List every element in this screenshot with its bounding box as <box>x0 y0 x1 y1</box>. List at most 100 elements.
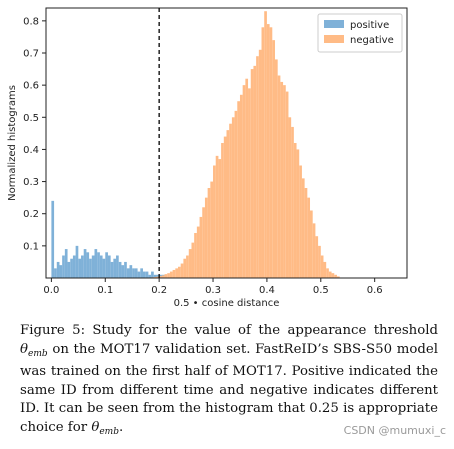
figure-caption: Figure 5: Study for the value of the app… <box>20 322 438 442</box>
negative-bin <box>186 255 189 278</box>
positive-bin <box>91 255 95 278</box>
negative-bin <box>229 123 232 279</box>
positive-bin <box>105 252 108 278</box>
positive-bin <box>137 271 141 278</box>
negative-bin <box>159 276 162 278</box>
positive-bin <box>94 249 98 278</box>
watermark: CSDN @mumuxi_c <box>343 424 446 437</box>
theta-letter-2: θ <box>91 419 100 435</box>
x-tick-label: 0.6 <box>367 285 383 296</box>
positive-bin <box>67 261 71 278</box>
negative-bin <box>164 274 168 278</box>
positive-bin <box>148 274 152 278</box>
positive-bin <box>132 268 135 278</box>
negative-bin <box>231 117 235 278</box>
positive-bin <box>97 252 100 278</box>
caption-text-2: on the MOT17 validation set. FastReID’s … <box>20 341 438 435</box>
negative-bin <box>328 271 332 278</box>
theta-subscript-2: emb <box>99 426 119 437</box>
positive-bin <box>116 255 119 278</box>
negative-bin <box>156 276 160 278</box>
y-tick-label: 0.6 <box>23 81 39 92</box>
x-tick-label: 0.2 <box>151 285 167 296</box>
negative-bin <box>261 27 265 278</box>
negative-bin <box>310 210 313 278</box>
negative-bin <box>196 226 200 278</box>
negative-bin <box>180 263 184 278</box>
legend-label-negative: negative <box>350 35 394 46</box>
caption-text-1: Figure 5: Study for the value of the app… <box>20 323 438 338</box>
positive-bin <box>56 261 60 278</box>
positive-bin <box>72 255 76 278</box>
x-tick-label: 0.3 <box>205 285 221 296</box>
positive-bin <box>75 245 79 278</box>
negative-bin <box>250 69 254 278</box>
x-tick-label: 0.1 <box>97 285 113 296</box>
positive-bin <box>153 274 157 278</box>
negative-bin <box>320 255 324 278</box>
legend: positive negative <box>317 13 403 53</box>
negative-bin <box>264 11 267 279</box>
negative-bin <box>204 197 208 278</box>
x-axis-label: 0.5 • cosine distance <box>174 298 280 309</box>
theta-subscript: emb <box>28 348 48 359</box>
negative-bin <box>223 136 227 278</box>
negative-bin <box>248 88 251 278</box>
negative-bin <box>272 40 275 278</box>
negative-bin <box>242 85 246 278</box>
y-tick-label: 0.7 <box>23 49 39 60</box>
y-tick-label: 0.8 <box>23 16 39 27</box>
negative-bin <box>207 188 211 278</box>
negative-bin <box>304 188 308 278</box>
negative-bin <box>218 159 222 278</box>
x-tick-label: 0.5 <box>313 285 329 296</box>
positive-bin <box>121 265 125 278</box>
negative-bin <box>274 59 278 279</box>
positive-bin <box>81 255 84 278</box>
negative-bin <box>245 78 249 279</box>
negative-bin <box>172 269 176 278</box>
histogram-chart: 0.0 0.1 0.2 0.3 0.4 0.5 0.6 0.1 0.2 0.3 0.4 0.5 0.6… <box>7 7 408 309</box>
y-axis-ticks: 0.1 0.2 0.3 0.4 0.5 0.6 0.7 0.8 <box>23 16 46 252</box>
x-tick-label: 0.0 <box>43 285 59 296</box>
negative-bin <box>256 56 259 279</box>
negative-bin <box>293 143 297 278</box>
negative-bin <box>194 233 197 278</box>
negative-bin <box>202 207 205 278</box>
negative-bin <box>288 117 292 278</box>
y-tick-label: 0.1 <box>23 241 39 252</box>
negative-bin <box>312 223 316 278</box>
negative-bin <box>336 276 340 278</box>
positive-bin <box>78 258 82 278</box>
positive-bin <box>145 271 149 278</box>
positive-bin <box>54 268 57 278</box>
positive-bin <box>124 261 127 278</box>
negative-bin <box>183 258 187 278</box>
positive-bin <box>64 249 68 278</box>
legend-label-positive: positive <box>350 20 389 31</box>
negative-bin <box>280 81 284 279</box>
positive-bin <box>126 268 130 278</box>
negative-bin <box>334 274 337 278</box>
negative-bin <box>315 236 319 278</box>
negative-bin <box>161 275 165 278</box>
positive-bin <box>59 265 63 278</box>
positive-bin <box>113 258 117 278</box>
positive-bin <box>86 252 90 278</box>
positive-bin <box>51 200 55 278</box>
theta-letter: θ <box>20 341 29 357</box>
positive-bin <box>110 261 114 278</box>
x-tick-label: 0.4 <box>259 285 275 296</box>
negative-bin <box>326 268 329 278</box>
positive-bin <box>89 258 92 278</box>
axes-frame <box>45 7 408 279</box>
positive-bin <box>142 271 146 278</box>
positive-bin <box>62 255 65 278</box>
negative-bin <box>253 65 257 278</box>
negative-bin <box>221 143 224 278</box>
theta-symbol: θemb <box>20 341 48 359</box>
negative-bin <box>215 155 219 278</box>
positive-bin <box>156 274 160 278</box>
positive-bin <box>118 261 122 278</box>
negative-bin <box>331 273 335 278</box>
